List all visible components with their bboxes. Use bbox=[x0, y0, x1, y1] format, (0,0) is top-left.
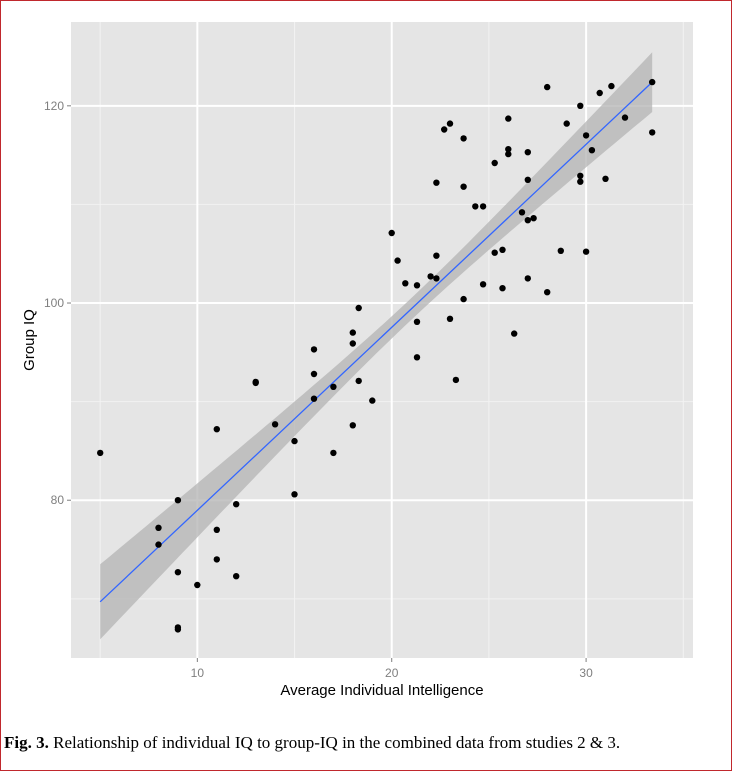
data-point bbox=[271, 421, 279, 428]
data-point bbox=[213, 526, 220, 533]
data-point bbox=[460, 135, 467, 142]
data-point bbox=[499, 285, 506, 292]
data-point bbox=[233, 501, 240, 508]
data-point bbox=[233, 573, 240, 580]
scatter-plot: 10 20 30 80 100 120 Average Individual Intell… bbox=[21, 22, 693, 699]
data-point bbox=[588, 147, 596, 154]
data-point bbox=[452, 376, 460, 384]
data-point bbox=[427, 273, 434, 280]
data-points bbox=[97, 78, 656, 633]
data-point bbox=[355, 304, 362, 312]
data-point bbox=[518, 209, 526, 216]
major-gridlines bbox=[71, 22, 693, 658]
data-point bbox=[310, 395, 318, 402]
data-point bbox=[577, 172, 584, 179]
data-point bbox=[582, 132, 590, 139]
minor-gridlines bbox=[71, 22, 693, 658]
data-point bbox=[505, 115, 512, 122]
figure-caption-label: Fig. 3. bbox=[4, 733, 49, 752]
x-tick-label: 30 bbox=[579, 666, 593, 680]
data-point bbox=[505, 146, 512, 153]
data-point bbox=[446, 120, 454, 127]
data-point bbox=[413, 354, 421, 361]
data-point bbox=[460, 183, 467, 190]
regression-line bbox=[99, 81, 653, 603]
data-point bbox=[394, 257, 401, 264]
data-point bbox=[174, 626, 182, 633]
data-point bbox=[649, 129, 656, 136]
axis-ticks: 10 20 30 80 100 120 bbox=[44, 99, 593, 680]
data-point bbox=[544, 289, 551, 296]
data-point bbox=[252, 379, 259, 387]
data-point bbox=[330, 383, 337, 390]
confidence-band bbox=[100, 52, 653, 640]
data-point bbox=[530, 215, 537, 222]
data-point bbox=[608, 82, 615, 90]
data-point bbox=[582, 248, 590, 255]
data-point bbox=[155, 541, 162, 548]
data-point bbox=[557, 247, 564, 254]
data-point bbox=[491, 249, 498, 256]
data-point bbox=[499, 246, 506, 253]
figure-caption: Fig. 3. Relationship of individual IQ to… bbox=[4, 733, 620, 753]
data-point bbox=[511, 330, 518, 337]
data-point bbox=[472, 203, 479, 210]
data-point bbox=[524, 275, 531, 282]
data-point bbox=[349, 329, 356, 336]
y-axis-label: Group IQ bbox=[21, 309, 38, 371]
data-point bbox=[479, 203, 487, 210]
y-tick-label: 120 bbox=[44, 99, 64, 113]
figure-caption-text: Relationship of individual IQ to group-I… bbox=[48, 733, 621, 752]
y-tick-label: 100 bbox=[44, 296, 64, 310]
data-point bbox=[479, 281, 487, 288]
data-point bbox=[349, 422, 356, 429]
data-point bbox=[577, 178, 584, 185]
x-tick-label: 20 bbox=[385, 666, 399, 680]
y-tick-label: 80 bbox=[51, 493, 65, 507]
data-point bbox=[602, 175, 609, 182]
data-point bbox=[621, 114, 629, 121]
data-point bbox=[155, 524, 162, 531]
data-point bbox=[402, 280, 409, 287]
data-point bbox=[369, 397, 376, 404]
fit-line-layer bbox=[99, 81, 653, 603]
data-point bbox=[524, 149, 531, 156]
data-point bbox=[433, 275, 440, 282]
confidence-band-layer bbox=[100, 52, 653, 640]
data-point bbox=[330, 449, 337, 457]
data-point bbox=[505, 150, 512, 158]
data-point bbox=[194, 581, 201, 589]
data-point bbox=[291, 437, 298, 445]
data-point bbox=[577, 102, 584, 110]
x-tick-label: 10 bbox=[191, 666, 205, 680]
x-axis-label: Average Individual Intelligence bbox=[280, 682, 483, 699]
data-point bbox=[349, 340, 356, 347]
data-point bbox=[433, 252, 440, 259]
data-point bbox=[596, 89, 603, 97]
data-point bbox=[310, 346, 318, 353]
data-point bbox=[446, 315, 454, 322]
data-point bbox=[213, 556, 220, 563]
data-point bbox=[524, 217, 531, 224]
data-point bbox=[413, 318, 421, 325]
data-point bbox=[524, 176, 531, 183]
data-point bbox=[544, 83, 551, 91]
data-point bbox=[491, 159, 498, 167]
data-point bbox=[213, 426, 220, 433]
data-point bbox=[174, 497, 182, 504]
data-point bbox=[97, 449, 104, 457]
data-point bbox=[441, 126, 448, 133]
data-point bbox=[433, 179, 440, 186]
data-point bbox=[355, 377, 362, 385]
data-point bbox=[388, 229, 395, 237]
data-point bbox=[291, 491, 298, 498]
data-point bbox=[310, 370, 318, 378]
data-point bbox=[563, 120, 570, 127]
data-point bbox=[460, 295, 467, 303]
data-point bbox=[649, 78, 656, 86]
data-point bbox=[174, 569, 182, 576]
data-point bbox=[413, 282, 421, 289]
